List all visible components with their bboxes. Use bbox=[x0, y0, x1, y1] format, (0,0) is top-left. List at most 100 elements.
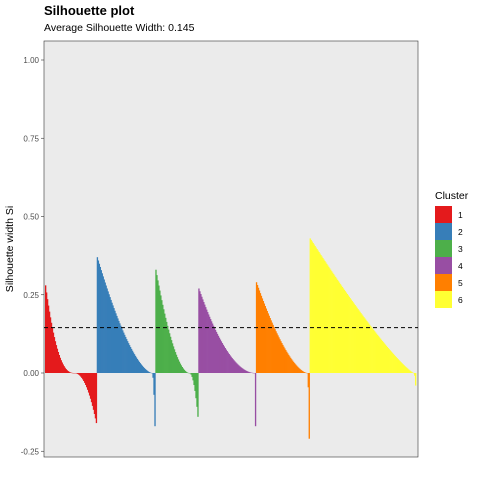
silhouette-bar-cluster-6 bbox=[375, 333, 378, 373]
silhouette-bar-cluster-3 bbox=[158, 285, 160, 373]
silhouette-bar-cluster-5 bbox=[292, 360, 294, 373]
silhouette-bar-cluster-5 bbox=[303, 372, 306, 373]
silhouette-bar-cluster-6 bbox=[334, 276, 337, 373]
silhouette-bar-cluster-2 bbox=[141, 365, 143, 373]
silhouette-bar-cluster-1 bbox=[89, 373, 92, 399]
silhouette-bar-cluster-1 bbox=[58, 354, 60, 373]
silhouette-bar-cluster-6 bbox=[354, 305, 356, 373]
silhouette-bar-cluster-6 bbox=[398, 360, 400, 373]
silhouette-bar-cluster-6 bbox=[363, 317, 365, 373]
silhouette-bar-cluster-6 bbox=[343, 289, 346, 373]
silhouette-bar-cluster-4 bbox=[238, 365, 240, 373]
silhouette-bar-cluster-2 bbox=[144, 368, 146, 373]
legend-label-cluster-4: 4 bbox=[458, 261, 463, 271]
silhouette-bar-cluster-6 bbox=[323, 259, 325, 373]
silhouette-bar-cluster-3 bbox=[174, 352, 177, 373]
silhouette-bar-cluster-6 bbox=[399, 361, 401, 373]
legend-swatch-cluster-2 bbox=[435, 223, 452, 240]
silhouette-bar-cluster-2 bbox=[147, 371, 149, 373]
silhouette-bar-cluster-3 bbox=[191, 373, 193, 377]
silhouette-bar-cluster-6 bbox=[414, 373, 416, 376]
silhouette-bar-cluster-6 bbox=[347, 295, 349, 373]
silhouette-bar-cluster-4 bbox=[237, 364, 239, 373]
silhouette-bar-cluster-4 bbox=[223, 346, 225, 373]
silhouette-bar-cluster-6 bbox=[353, 303, 355, 373]
silhouette-bar-cluster-2 bbox=[130, 348, 133, 373]
silhouette-bar-cluster-6 bbox=[362, 315, 364, 373]
y-tick-label: 0.00 bbox=[23, 369, 39, 378]
silhouette-bar-cluster-6 bbox=[320, 254, 322, 373]
silhouette-bar-cluster-6 bbox=[374, 332, 377, 373]
silhouette-bar-cluster-4 bbox=[205, 307, 207, 373]
silhouette-bar-cluster-6 bbox=[319, 253, 321, 373]
legend-swatch-cluster-6 bbox=[435, 291, 452, 308]
silhouette-bar-cluster-6 bbox=[342, 288, 345, 373]
silhouette-bar-cluster-6 bbox=[387, 348, 390, 373]
silhouette-bar-cluster-4 bbox=[230, 356, 232, 373]
silhouette-bar-cluster-6 bbox=[340, 285, 343, 373]
silhouette-bar-cluster-6 bbox=[349, 298, 351, 373]
legend-swatch-cluster-3 bbox=[435, 240, 452, 257]
silhouette-bar-cluster-1 bbox=[81, 373, 83, 378]
silhouette-bar-cluster-6 bbox=[401, 363, 403, 373]
silhouette-bar-cluster-6 bbox=[361, 314, 363, 373]
chart-title: Silhouette plot bbox=[44, 3, 135, 18]
silhouette-bar-cluster-5 bbox=[281, 343, 283, 373]
silhouette-bar-cluster-6 bbox=[400, 362, 402, 373]
silhouette-bar-cluster-4 bbox=[249, 372, 251, 373]
silhouette-bar-cluster-3 bbox=[194, 373, 196, 391]
silhouette-bar-cluster-1 bbox=[91, 373, 94, 406]
silhouette-bar-cluster-2 bbox=[96, 257, 99, 373]
silhouette-bar-cluster-3 bbox=[170, 340, 173, 373]
silhouette-bar-cluster-4 bbox=[236, 363, 238, 373]
silhouette-bar-cluster-5 bbox=[292, 361, 295, 373]
silhouette-bar-cluster-1 bbox=[52, 332, 55, 373]
silhouette-bar-cluster-5 bbox=[262, 300, 265, 373]
silhouette-bar-cluster-6 bbox=[388, 349, 390, 373]
silhouette-bar-cluster-2 bbox=[136, 358, 139, 373]
silhouette-bar-cluster-2 bbox=[111, 302, 113, 373]
silhouette-bar-cluster-6 bbox=[406, 367, 408, 373]
silhouette-bar-cluster-3 bbox=[161, 300, 163, 373]
silhouette-bar-cluster-3 bbox=[166, 321, 168, 373]
silhouette-bar-cluster-4 bbox=[250, 372, 252, 373]
silhouette-bar-cluster-6 bbox=[313, 244, 315, 373]
silhouette-bar-cluster-5 bbox=[270, 320, 272, 373]
silhouette-bar-cluster-1 bbox=[67, 371, 69, 373]
silhouette-bar-cluster-4 bbox=[241, 367, 243, 373]
silhouette-bar-cluster-6 bbox=[324, 260, 326, 373]
silhouette-bar-cluster-6 bbox=[377, 336, 380, 373]
silhouette-bar-cluster-2 bbox=[143, 367, 145, 373]
silhouette-bar-cluster-4 bbox=[225, 349, 227, 373]
silhouette-bar-cluster-6 bbox=[333, 274, 335, 373]
silhouette-bar-cluster-2 bbox=[122, 330, 124, 373]
silhouette-bar-cluster-2 bbox=[119, 323, 121, 373]
silhouette-bar-cluster-5 bbox=[301, 370, 304, 373]
silhouette-bar-cluster-6 bbox=[344, 291, 347, 373]
y-tick-label: 1.00 bbox=[23, 56, 39, 65]
silhouette-bar-cluster-4 bbox=[240, 367, 242, 373]
silhouette-bar-cluster-2 bbox=[97, 260, 100, 373]
silhouette-bar-cluster-6 bbox=[383, 343, 386, 373]
silhouette-bar-cluster-2 bbox=[104, 282, 106, 373]
silhouette-bar-cluster-3 bbox=[186, 372, 188, 373]
silhouette-bar-cluster-6 bbox=[345, 292, 348, 373]
silhouette-bar-cluster-4 bbox=[242, 368, 244, 373]
silhouette-bar-cluster-4 bbox=[227, 352, 229, 373]
silhouette-bar-cluster-5 bbox=[286, 351, 288, 373]
silhouette-bar-cluster-1 bbox=[77, 373, 79, 375]
silhouette-bar-cluster-5 bbox=[277, 335, 279, 373]
silhouette-bar-cluster-5 bbox=[296, 366, 299, 373]
legend-title: Cluster bbox=[435, 190, 469, 202]
silhouette-bars bbox=[45, 238, 417, 439]
silhouette-bar-cluster-5 bbox=[289, 356, 291, 373]
silhouette-bar-cluster-2 bbox=[120, 325, 122, 373]
silhouette-bar-cluster-6 bbox=[326, 263, 328, 373]
silhouette-bar-cluster-5 bbox=[264, 306, 266, 373]
silhouette-bar-cluster-1 bbox=[93, 373, 96, 414]
silhouette-bar-cluster-2 bbox=[114, 310, 116, 373]
silhouette-bar-cluster-3 bbox=[173, 349, 176, 373]
silhouette-bar-cluster-4 bbox=[218, 337, 221, 373]
y-axis-title: Silhouette width Si bbox=[4, 206, 16, 292]
silhouette-bar-cluster-2 bbox=[108, 294, 110, 373]
